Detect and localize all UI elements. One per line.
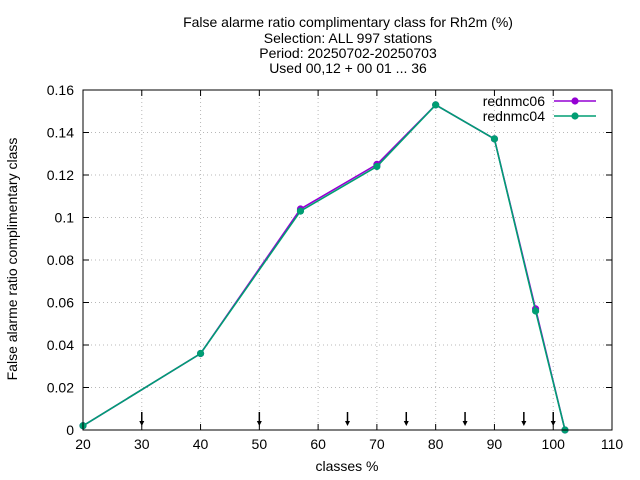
y-tick-label: 0.04 [47,337,74,353]
x-tick-label: 70 [369,436,385,452]
y-axis-label: False alarme ratio complimentary class [4,138,20,381]
x-axis-label: classes % [315,458,378,474]
x-tick-label: 100 [542,436,566,452]
x-tick-label: 30 [134,436,150,452]
y-tick-label: 0 [66,422,74,438]
y-tick-label: 0.12 [47,167,74,183]
legend-label-rednmc04: rednmc04 [483,108,545,124]
grid [83,90,612,430]
data-point-rednmc04 [373,162,381,171]
data-point-rednmc04 [296,207,305,215]
y-tick-label: 0.14 [47,125,74,141]
x-tick-label: 20 [75,436,91,452]
y-tick-label: 0.06 [47,295,74,311]
class-marker-head [403,421,409,426]
class-marker-head [256,421,262,426]
legend-marker-rednmc06 [571,97,579,105]
legend-label-rednmc06: rednmc06 [483,93,545,109]
class-marker-head [550,421,556,426]
chart-title: False alarme ratio complimentary class f… [183,14,513,76]
x-tick-label: 80 [428,436,444,452]
title-line-3: Period: 20250702-20250703 [259,45,437,61]
title-line-2: Selection: ALL 997 stations [264,30,432,46]
x-tick-label: 110 [601,436,624,452]
series-line-rednmc04 [82,103,566,431]
data-point-rednmc04 [432,101,440,109]
x-tick-label: 50 [252,436,268,452]
series-layer [79,101,569,434]
y-axis: 0 0.02 0.04 0.06 0.08 0.1 0.12 0.14 0.16 [47,82,612,438]
data-point-rednmc04 [490,135,499,143]
data-point-rednmc04 [531,307,540,315]
x-tick-label: 60 [310,436,326,452]
title-line-1: False alarme ratio complimentary class f… [183,14,513,30]
title-line-4: Used 00,12 + 00 01 ... 36 [269,60,427,76]
y-tick-label: 0.1 [55,210,75,226]
data-point-rednmc04 [196,349,205,358]
x-tick-label: 40 [193,436,209,452]
class-marker-head [462,421,468,426]
y-tick-label: 0.16 [47,82,74,98]
series-rednmc04 [79,101,569,434]
legend-marker-rednmc04 [571,112,579,120]
y-tick-label: 0.02 [47,380,74,396]
x-axis: 20 30 40 50 60 70 80 90 100 110 [75,90,623,452]
class-marker-head [521,421,527,426]
x-tick-label: 90 [487,436,503,452]
class-marker-head [139,421,145,426]
class-markers [139,412,556,426]
y-tick-label: 0.08 [47,252,74,268]
class-marker-head [345,421,350,426]
